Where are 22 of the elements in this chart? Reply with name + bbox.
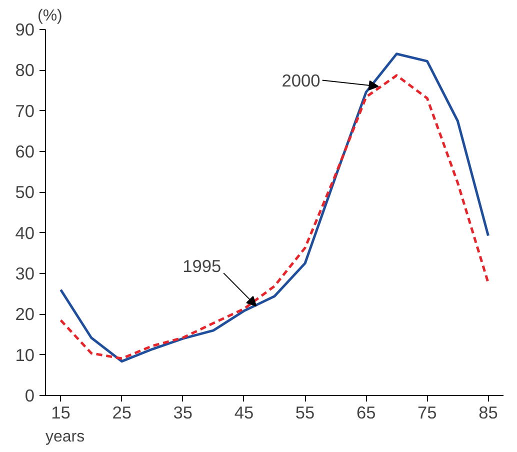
x-tick-label: 55 <box>295 402 315 422</box>
annotation: 1995 <box>182 256 222 276</box>
x-tick-label: 85 <box>478 402 498 422</box>
x-tick-label: 75 <box>418 402 437 422</box>
x-tick-label: 15 <box>51 402 70 422</box>
y-tick-label: 20 <box>15 304 35 324</box>
x-tick-label: 65 <box>356 402 376 422</box>
y-tick-label: 10 <box>15 344 35 365</box>
y-axis-title: (%) <box>38 8 62 24</box>
y-tick-label: 0 <box>24 386 35 406</box>
y-tick-label: 70 <box>15 100 35 121</box>
y-tick-label: 30 <box>15 264 35 284</box>
annotation: 2000 <box>282 70 320 90</box>
x-tick-label: 35 <box>173 402 193 422</box>
x-axis-title: years <box>46 428 85 446</box>
y-tick-label: 60 <box>15 142 35 162</box>
x-tick-label: 25 <box>112 402 132 422</box>
y-tick-label: 40 <box>15 222 35 243</box>
x-tick-label: 45 <box>234 402 254 422</box>
y-tick-label: 90 <box>15 20 35 40</box>
y-tick-label: 80 <box>15 60 35 80</box>
y-tick-label: 50 <box>15 182 35 202</box>
